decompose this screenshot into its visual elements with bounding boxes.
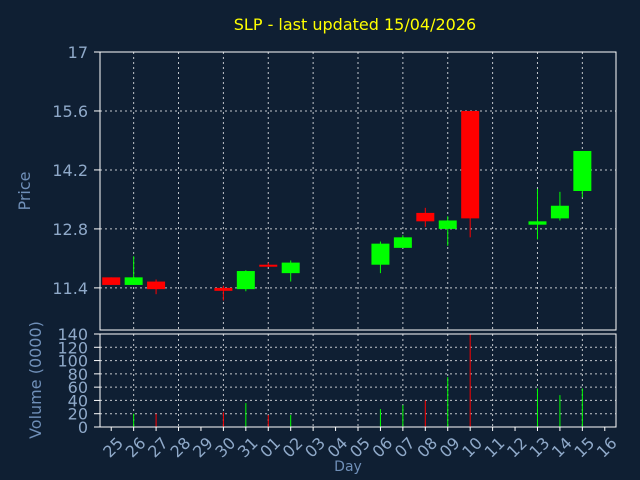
price-y-tick-label: 12.8 [52,220,88,239]
candle-body [371,243,390,265]
price-y-tick-label: 17 [68,43,88,62]
price-axis-label: Price [15,171,34,210]
volume-axis-label: Volume (0000) [26,321,45,439]
volume-y-tick-label: 60 [68,378,88,397]
candle-body [393,237,412,248]
volume-bars [133,334,583,427]
price-panel: 11.4 12.8 14.2 15.6 17 Price [15,43,617,331]
price-panel-frame [99,51,617,331]
price-y-tick-label: 14.2 [52,161,88,180]
candle-body [236,271,255,290]
volume-y-tick-label: 0 [78,418,88,437]
candle-body [259,264,278,267]
volume-y-tick-label: 40 [68,391,88,410]
candle-body [573,150,592,191]
volume-y-tick-label: 20 [68,405,88,424]
candle-body [438,220,457,229]
candle-body [416,212,435,222]
candle-body [214,287,233,291]
x-axis-label: Day [334,459,362,475]
volume-y-tick-label: 80 [68,365,88,384]
candle-body [102,277,121,285]
price-y-tick-labels: 11.4 12.8 14.2 15.6 17 [52,43,100,298]
candle-body [124,277,143,285]
chart-title: SLP - last updated 15/04/2026 [234,15,476,34]
volume-y-tick-label: 120 [57,338,88,357]
candle-body [281,262,300,274]
volume-y-tick-label: 100 [57,352,88,371]
price-y-tick-label: 11.4 [52,279,88,298]
candle-body [147,281,166,290]
price-y-tick-label: 15.6 [52,102,88,121]
volume-y-tick-label: 140 [57,325,88,344]
candle-body [461,110,480,219]
candle-body [528,221,547,225]
price-candles [102,110,592,301]
candle-body [550,205,569,219]
